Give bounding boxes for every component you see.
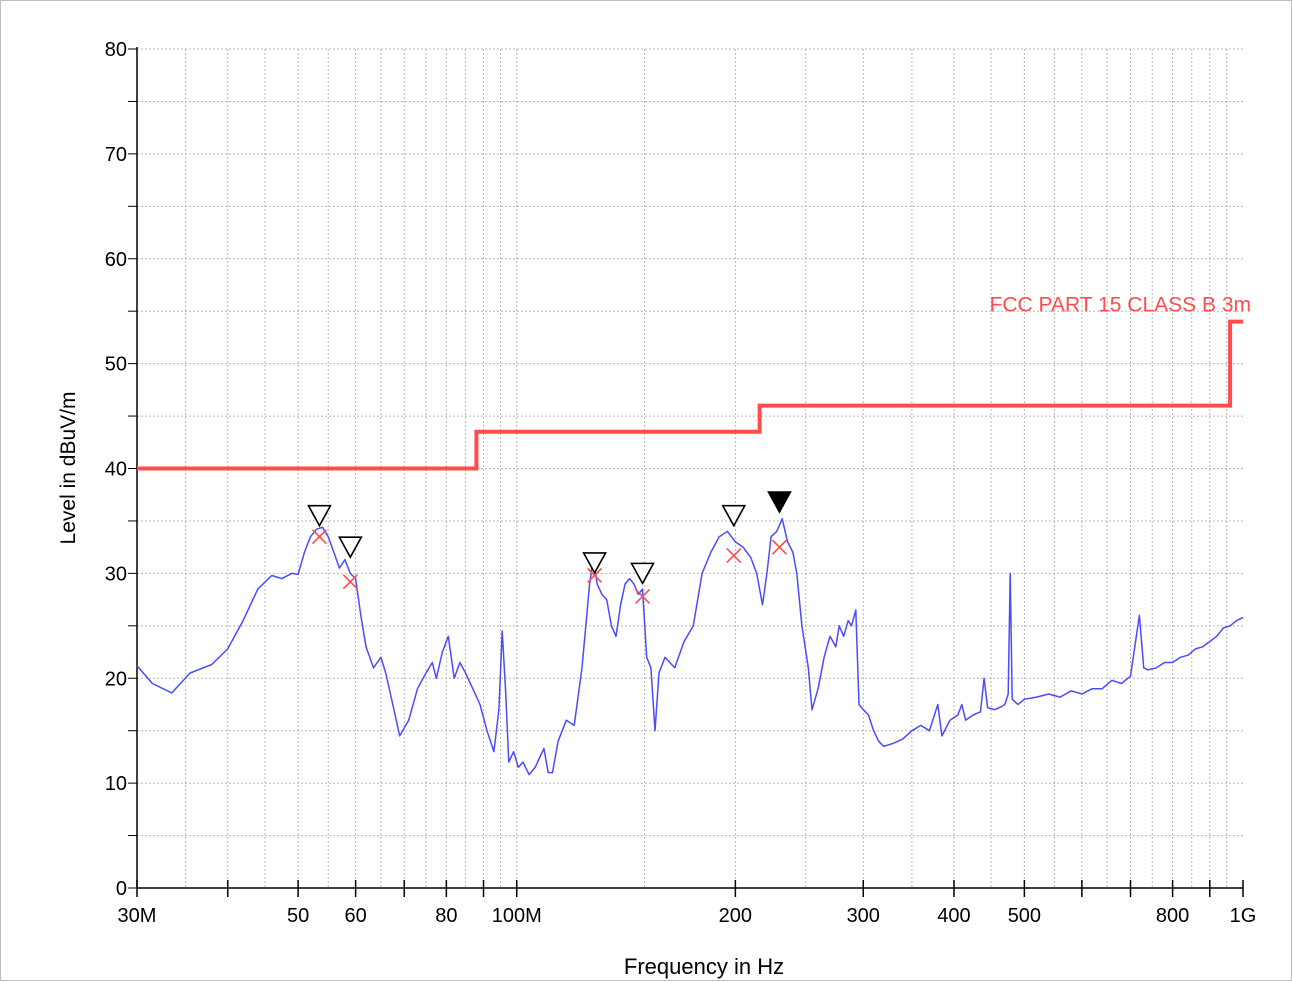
qp-marker-stroke xyxy=(311,529,328,545)
x-tick-label: 200 xyxy=(719,905,752,927)
x-axis-title: Frequency in Hz xyxy=(624,954,784,979)
qp-marker-stroke xyxy=(726,547,742,564)
x-tick-label: 800 xyxy=(1156,905,1189,927)
labels-group: Frequency in Hz Level in dBuV/m FCC PART 1… xyxy=(57,294,1251,979)
x-tick-label: 500 xyxy=(1008,905,1041,927)
x-tick-label: 80 xyxy=(435,905,457,927)
y-tick-label: 50 xyxy=(105,354,127,376)
limit-line-label: FCC PART 15 CLASS B 3m xyxy=(990,294,1251,317)
peak-marker xyxy=(630,562,655,586)
peak-marker-filled xyxy=(767,491,792,514)
peak-marker xyxy=(337,536,363,559)
grid xyxy=(137,48,1243,888)
y-tick-label: 0 xyxy=(116,878,127,900)
y-tick-label: 60 xyxy=(105,249,127,271)
y-tick-label: 80 xyxy=(105,39,127,61)
peak-marker xyxy=(307,504,332,528)
x-tick-label: 300 xyxy=(847,905,880,927)
y-tick-label: 30 xyxy=(105,563,127,585)
markers-group xyxy=(307,491,792,605)
qp-marker xyxy=(634,588,651,605)
qp-marker-stroke xyxy=(587,567,603,584)
qp-marker xyxy=(342,574,358,590)
qp-marker-stroke xyxy=(342,574,358,590)
x-tick-label: 1G xyxy=(1230,905,1257,927)
x-tick-label: 30M xyxy=(118,905,157,927)
x-tick-label: 100M xyxy=(492,905,542,927)
x-tick-label: 60 xyxy=(344,905,366,927)
y-tick-label: 10 xyxy=(105,773,127,795)
qp-marker-stroke xyxy=(634,588,651,605)
x-tick-label: 400 xyxy=(937,905,970,927)
axes: 0 10 20 30 40 50 60 70 80 30M 50 60 80 100M 200 300 400 5… xyxy=(105,39,1257,927)
limit-line xyxy=(137,319,1243,471)
y-tick-label: 40 xyxy=(105,459,127,481)
measurement-trace xyxy=(136,518,1244,776)
y-tick-label: 70 xyxy=(105,144,127,166)
y-tick-label: 20 xyxy=(105,668,127,690)
qp-marker xyxy=(726,547,742,564)
x-tick-label: 50 xyxy=(287,905,309,927)
limit-line-group xyxy=(137,319,1243,471)
qp-marker xyxy=(771,539,788,555)
qp-marker-stroke xyxy=(771,539,788,555)
qp-marker xyxy=(587,567,603,584)
peak-marker xyxy=(582,552,607,575)
trace-group xyxy=(136,518,1244,776)
y-axis-title: Level in dBuV/m xyxy=(57,392,80,545)
qp-marker xyxy=(311,529,328,545)
peak-marker xyxy=(721,504,747,528)
